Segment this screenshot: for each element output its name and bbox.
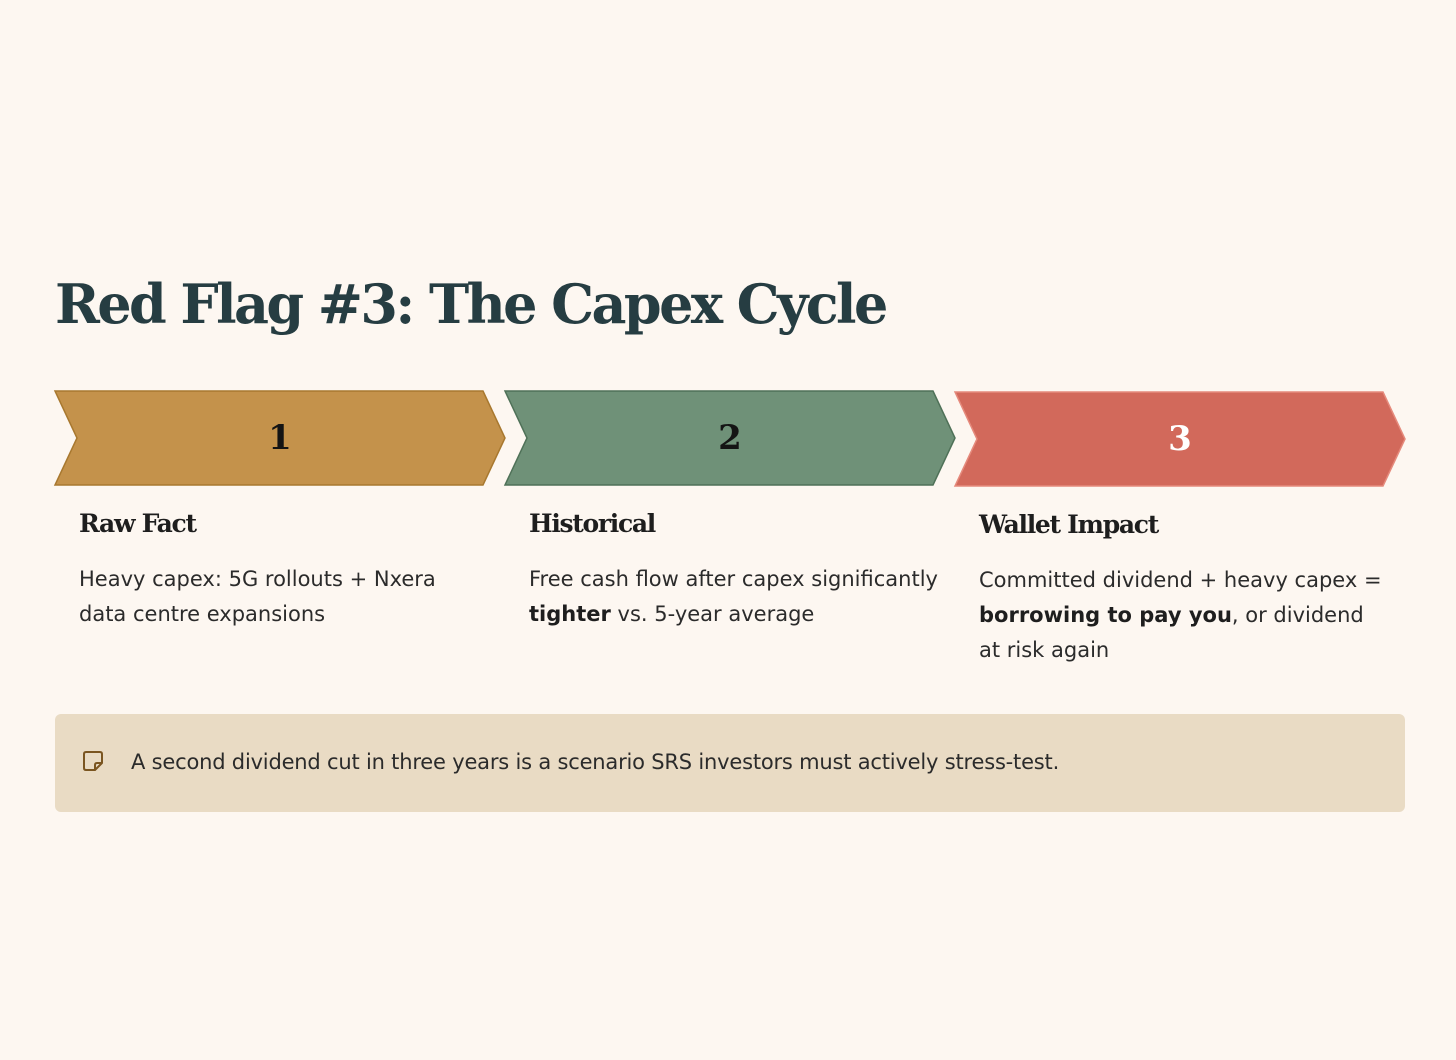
step-3-text-emphasis: borrowing to pay you — [979, 603, 1232, 627]
step-3-number: 3 — [1168, 419, 1192, 459]
step-2-text-a: Free cash flow after capex significantly — [529, 567, 938, 591]
step-1-card: Raw Fact Heavy capex: 5G rollouts + Nxer… — [79, 507, 489, 632]
callout-text: A second dividend cut in three years is … — [131, 750, 1060, 774]
step-3-arrow: 3 — [953, 391, 1406, 487]
step-2-description: Free cash flow after capex significantly… — [529, 562, 939, 632]
step-3-heading: Wallet Impact — [979, 510, 1159, 539]
step-3-text-b: , or dividend at risk again — [979, 603, 1364, 662]
step-3-text-a: Committed dividend + heavy capex = — [979, 568, 1382, 592]
step-1-description: Heavy capex: 5G rollouts + Nxera data ce… — [79, 562, 489, 632]
step-2-text-b: vs. 5-year average — [610, 602, 815, 626]
step-2-card: Historical Free cash flow after capex si… — [529, 507, 939, 632]
step-2-arrow: 2 — [503, 390, 956, 486]
step-2-number: 2 — [718, 418, 742, 458]
step-1-text: Heavy capex: 5G rollouts + Nxera data ce… — [79, 567, 436, 626]
step-1-arrow: 1 — [53, 390, 506, 486]
sticky-note-icon — [83, 751, 103, 771]
page-title: Red Flag #3: The Capex Cycle — [55, 272, 888, 336]
step-1-heading: Raw Fact — [79, 509, 197, 538]
step-1-number: 1 — [268, 418, 292, 458]
step-3-description: Committed dividend + heavy capex = borro… — [979, 563, 1389, 668]
step-2-heading: Historical — [529, 509, 656, 538]
step-3-card: Wallet Impact Committed dividend + heavy… — [979, 508, 1389, 668]
step-2-text-emphasis: tighter — [529, 602, 611, 626]
callout-box: A second dividend cut in three years is … — [55, 714, 1405, 812]
